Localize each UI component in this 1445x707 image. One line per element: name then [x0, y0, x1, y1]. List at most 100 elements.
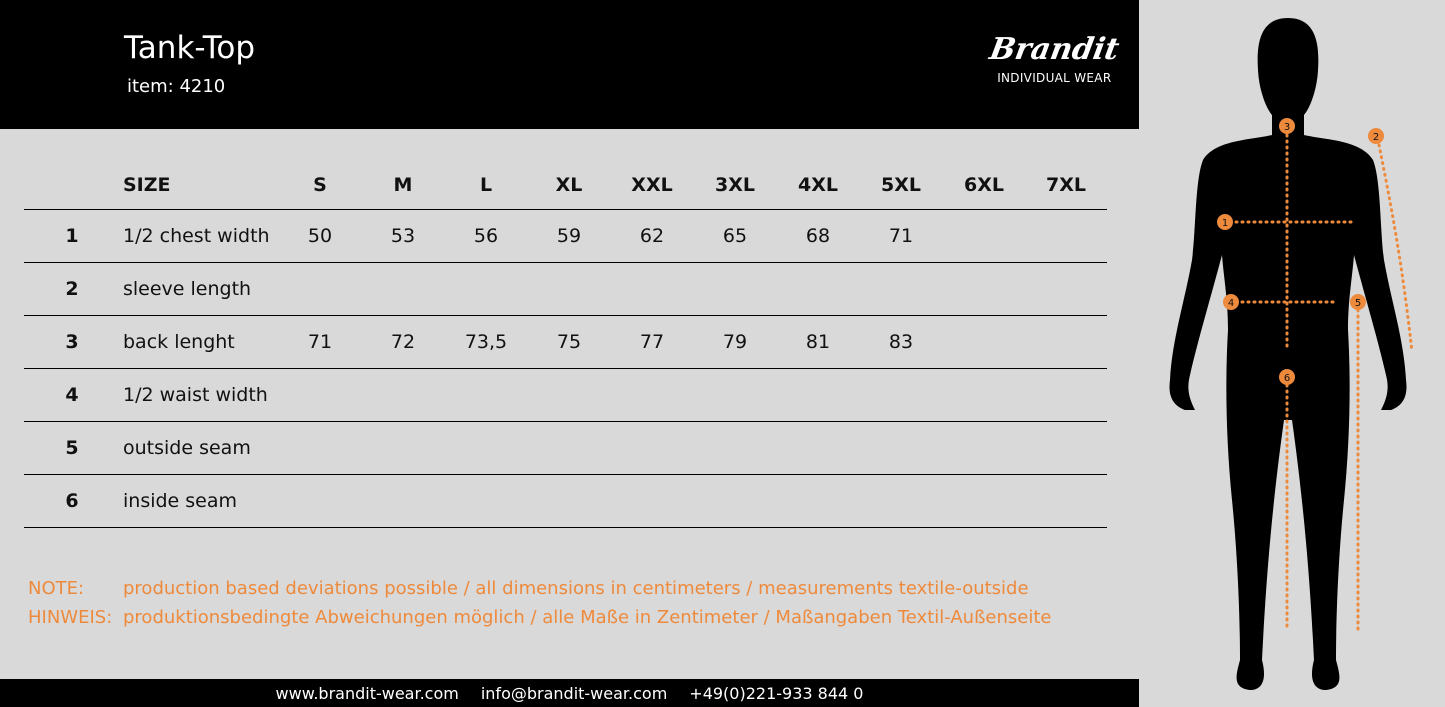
- measurement-value: [954, 316, 1014, 368]
- size-header: SIZE: [123, 173, 171, 196]
- svg-text:5: 5: [1355, 298, 1361, 309]
- table-row: 4 1/2 waist width: [24, 369, 1107, 422]
- size-table: SIZE S M L XL XXL 3XL 4XL 5XL 6XL 7XL 1 1/2 chest wi…: [24, 160, 1107, 528]
- note-text: produktionsbedingte Abweichungen möglich…: [123, 607, 1052, 628]
- measurement-value: 59: [556, 225, 582, 247]
- svg-text:4: 4: [1228, 298, 1234, 309]
- body-measurement-figure: 1 2 3 4 5 6: [1169, 18, 1414, 690]
- size-column-header: 3XL: [715, 173, 755, 196]
- measurement-label: 1/2 waist width: [123, 384, 268, 406]
- measurement-number: 5: [65, 437, 79, 459]
- table-row: 3 back lenght 71 72 73,5 75 77 79 81 83: [24, 316, 1107, 369]
- size-column-header: 5XL: [881, 173, 921, 196]
- brand-logo-script: Brandit: [986, 32, 1122, 67]
- table-header-row: SIZE S M L XL XXL 3XL 4XL 5XL 6XL 7XL: [24, 160, 1107, 210]
- table-row: 1 1/2 chest width 50 53 56 59 62 65 68 71: [24, 210, 1107, 263]
- measurement-value: [456, 369, 516, 421]
- table-row: 2 sleeve length: [24, 263, 1107, 316]
- measurement-number: 2: [65, 278, 79, 300]
- measurement-value: [954, 475, 1014, 527]
- measurement-value: [290, 369, 350, 421]
- measurement-value: [622, 263, 682, 315]
- measurement-number: 6: [65, 490, 79, 512]
- measurement-value: [1036, 369, 1096, 421]
- measurement-value: [539, 263, 599, 315]
- size-column-header: S: [313, 173, 327, 196]
- measurement-value: 79: [722, 331, 748, 353]
- measurement-value: 62: [639, 225, 665, 247]
- page-title: Tank-Top: [124, 30, 256, 66]
- measurement-value: 68: [805, 225, 831, 247]
- body-silhouette: [1169, 18, 1407, 690]
- measurement-value: [954, 369, 1014, 421]
- measurement-value: 73,5: [464, 331, 508, 353]
- measurement-value: 65: [722, 225, 748, 247]
- measurement-value: [788, 475, 848, 527]
- table-row: 5 outside seam: [24, 422, 1107, 475]
- measurement-number: 1: [65, 225, 79, 247]
- measurement-value: 71: [888, 225, 914, 247]
- measurement-value: 71: [307, 331, 333, 353]
- table-row: 6 inside seam: [24, 475, 1107, 528]
- measurement-value: [456, 475, 516, 527]
- svg-text:1: 1: [1222, 218, 1228, 229]
- website-link[interactable]: www.brandit-wear.com: [275, 683, 459, 703]
- size-column-header: 7XL: [1046, 173, 1086, 196]
- size-column-header: L: [479, 173, 493, 196]
- measurement-value: [1036, 316, 1096, 368]
- measurement-value: [1036, 422, 1096, 474]
- measurement-value: [1036, 210, 1096, 262]
- measurement-label: sleeve length: [123, 278, 252, 300]
- measurement-value: [871, 263, 931, 315]
- measurement-label: outside seam: [123, 437, 251, 459]
- measurement-value: 81: [805, 331, 831, 353]
- measurement-value: [705, 422, 765, 474]
- note-key: HINWEIS:: [28, 607, 113, 628]
- measurement-value: [622, 369, 682, 421]
- measurement-value: [373, 422, 433, 474]
- measurement-value: [456, 422, 516, 474]
- measurement-value: [456, 263, 516, 315]
- phone-number: +49(0)221-933 844 0: [689, 683, 864, 703]
- measurement-value: [539, 475, 599, 527]
- measurement-value: [622, 475, 682, 527]
- size-column-header: M: [393, 173, 413, 196]
- measurement-number: 3: [65, 331, 79, 353]
- measurement-value: 50: [307, 225, 333, 247]
- measurement-value: [788, 422, 848, 474]
- size-column-header: 4XL: [798, 173, 838, 196]
- size-column-header: XL: [555, 173, 583, 196]
- measurement-value: 72: [390, 331, 416, 353]
- measurement-value: [373, 475, 433, 527]
- svg-text:3: 3: [1284, 122, 1290, 133]
- measurement-number: 4: [65, 384, 79, 406]
- measurement-label: inside seam: [123, 490, 238, 512]
- measurement-value: [1036, 263, 1096, 315]
- measurement-value: [1036, 475, 1096, 527]
- measurement-label: 1/2 chest width: [123, 225, 270, 247]
- measurement-value: [290, 475, 350, 527]
- measurement-value: [788, 369, 848, 421]
- svg-text:2: 2: [1373, 132, 1379, 143]
- measurement-value: [871, 422, 931, 474]
- note-key: NOTE:: [28, 578, 85, 599]
- measurement-value: [290, 263, 350, 315]
- brand-logo-sub: INDIVIDUAL WEAR: [997, 71, 1112, 85]
- measurement-value: 75: [556, 331, 582, 353]
- note-en: NOTE: production based deviations possibl…: [28, 578, 1029, 599]
- size-column-header: XXL: [631, 173, 673, 196]
- measurement-value: [705, 263, 765, 315]
- measurement-value: [705, 369, 765, 421]
- measurement-value: 56: [473, 225, 499, 247]
- measurement-label: back lenght: [123, 331, 235, 353]
- email-link[interactable]: info@brandit-wear.com: [480, 683, 668, 703]
- item-number: item: 4210: [127, 76, 226, 97]
- footer-bar: www.brandit-wear.com info@brandit-wear.c…: [0, 679, 1139, 707]
- svg-text:6: 6: [1284, 373, 1290, 384]
- measurement-value: 77: [639, 331, 665, 353]
- measurement-value: [954, 422, 1014, 474]
- measurement-value: [788, 263, 848, 315]
- note-text: production based deviations possible / a…: [123, 578, 1029, 599]
- measurement-value: [871, 475, 931, 527]
- note-de: HINWEIS: produktionsbedingte Abweichungen…: [28, 607, 1051, 628]
